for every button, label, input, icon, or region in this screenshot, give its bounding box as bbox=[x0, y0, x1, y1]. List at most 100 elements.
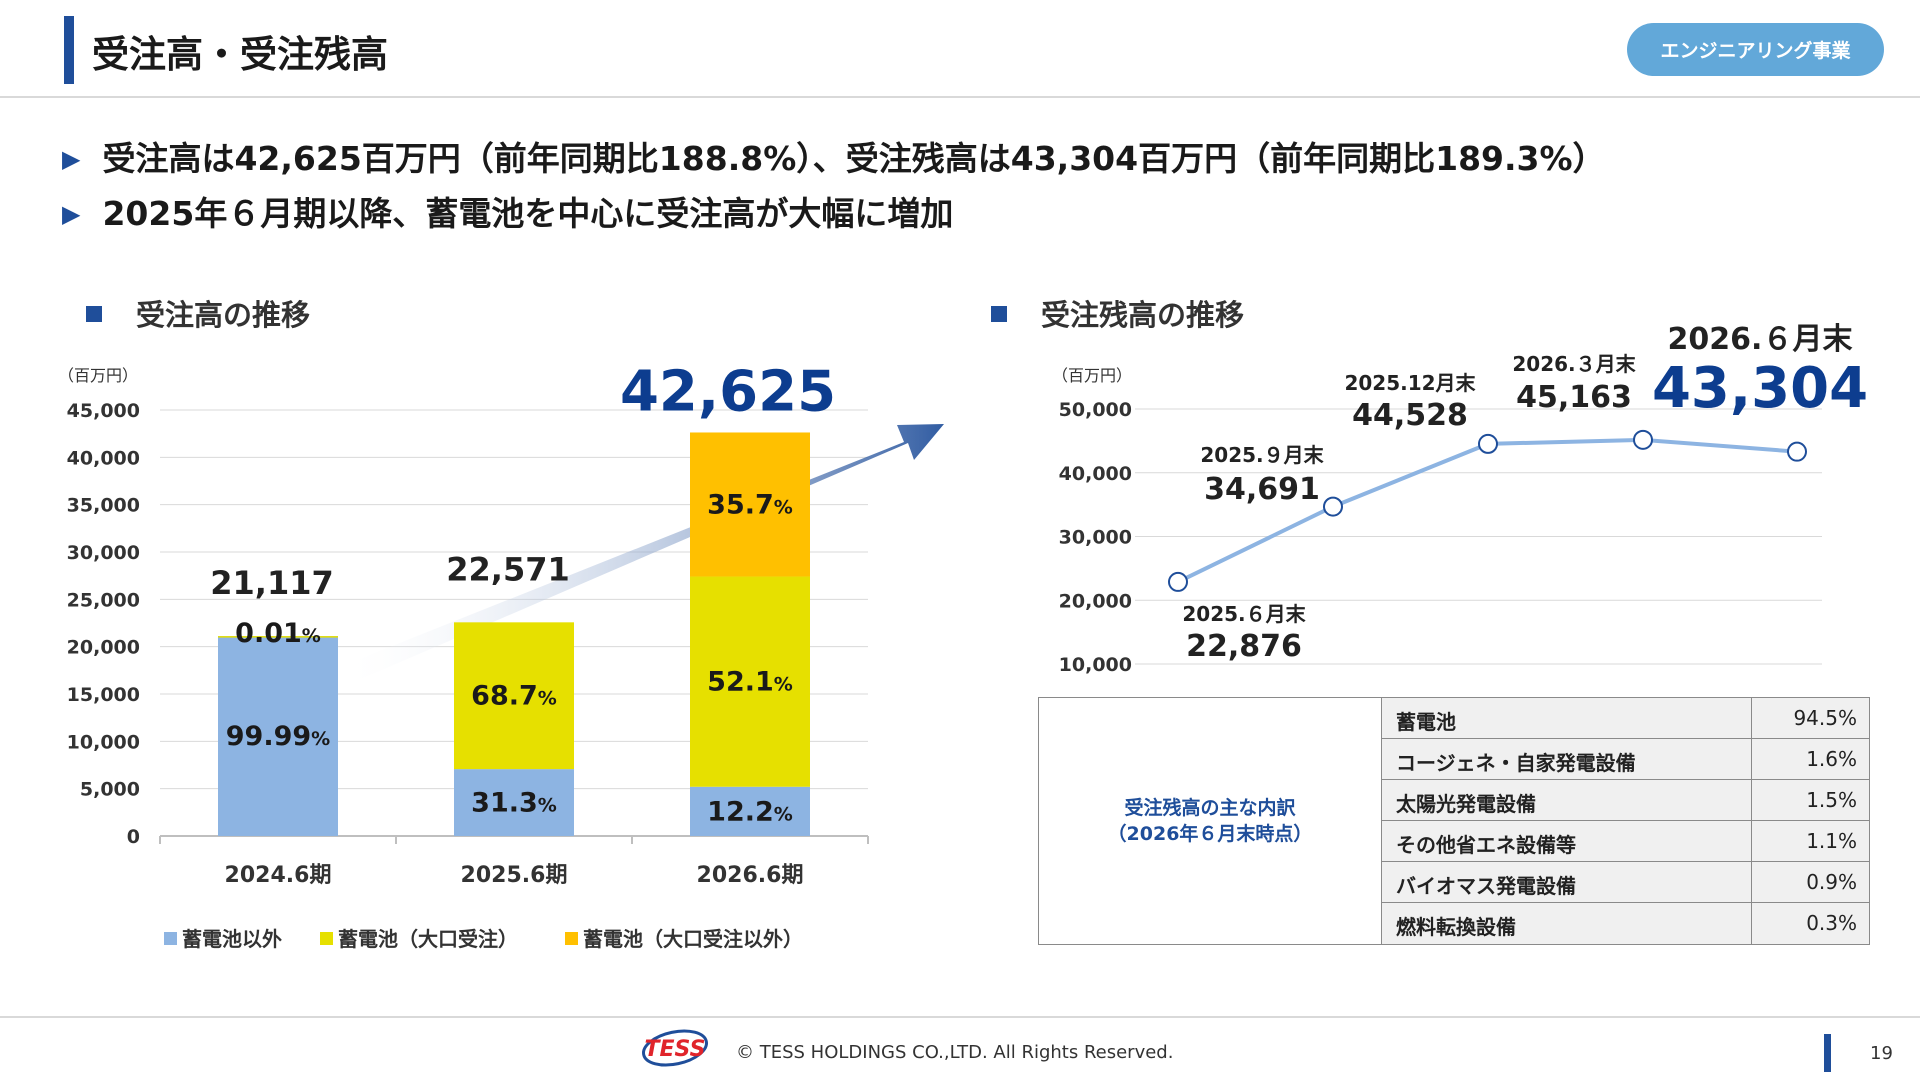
bar-segment bbox=[690, 786, 810, 836]
bar-total-label: 21,117 bbox=[210, 564, 333, 602]
footer-divider bbox=[0, 1016, 1920, 1018]
segment-percent-label: 68.7% bbox=[471, 681, 557, 712]
data-point-marker bbox=[1787, 441, 1807, 462]
segment-percent-label: 35.7% bbox=[707, 490, 793, 521]
breakdown-item-name: 蓄電池 bbox=[1396, 710, 1456, 734]
logo-text: TESS bbox=[645, 1037, 706, 1062]
breakdown-item-value: 1.1% bbox=[1806, 829, 1857, 853]
bar-segment bbox=[454, 769, 574, 836]
point-category-label: 2025.12月末 bbox=[1344, 371, 1476, 395]
segment-percent-label: 52.1% bbox=[707, 667, 793, 698]
point-value-label: 34,691 bbox=[1204, 472, 1320, 507]
cell-divider bbox=[1751, 862, 1752, 902]
y-tick-label: 25,000 bbox=[67, 589, 140, 611]
y-tick-label: 20,000 bbox=[67, 637, 140, 659]
y-tick-label: 20,000 bbox=[1059, 590, 1132, 612]
point-value-label: 44,528 bbox=[1352, 398, 1468, 433]
triangle-bullet-icon: ▶ bbox=[62, 200, 81, 228]
y-tick-label: 45,000 bbox=[67, 400, 140, 422]
y-tick-label: 30,000 bbox=[67, 542, 140, 564]
orders-chart-heading: 受注高の推移 bbox=[86, 292, 310, 334]
backlog-unit-label: （百万円） bbox=[1052, 366, 1132, 385]
legend-swatch bbox=[164, 932, 177, 945]
breakdown-row: その他省エネ設備等 1.1% bbox=[1382, 821, 1869, 862]
logo-ring-icon bbox=[642, 1029, 708, 1067]
orders-unit-label: （百万円） bbox=[58, 366, 138, 385]
summary-bullet-2: ▶ 2025年６月期以降、蓄電池を中心に受注高が大幅に増加 bbox=[62, 187, 953, 235]
breakdown-item-value: 94.5% bbox=[1793, 706, 1857, 730]
breakdown-item-name: 太陽光発電設備 bbox=[1396, 792, 1536, 816]
breakdown-row: コージェネ・自家発電設備 1.6% bbox=[1382, 739, 1869, 780]
breakdown-item-value: 0.3% bbox=[1806, 911, 1857, 935]
breakdown-label-cell: 受注残高の主な内訳 （2026年６月末時点） bbox=[1039, 698, 1382, 944]
page-marker-bar bbox=[1824, 1034, 1831, 1072]
data-point-marker bbox=[1633, 429, 1653, 450]
cell-divider bbox=[1751, 821, 1752, 861]
segment-percent-label: 99.99% bbox=[226, 721, 330, 752]
copyright-text: © TESS HOLDINGS CO.,LTD. All Rights Rese… bbox=[736, 1042, 1174, 1063]
breakdown-item-value: 1.6% bbox=[1806, 747, 1857, 771]
y-tick-label: 30,000 bbox=[1059, 527, 1132, 549]
cell-divider bbox=[1751, 780, 1752, 820]
y-tick-label: 10,000 bbox=[1059, 654, 1132, 676]
summary-bullet-1: ▶ 受注高は42,625百万円（前年同期比188.8%）、受注残高は43,304百… bbox=[62, 132, 1606, 180]
y-tick-label: 40,000 bbox=[1059, 463, 1132, 485]
breakdown-item-name: バイオマス発電設備 bbox=[1396, 874, 1576, 898]
breakdown-row: 燃料転換設備 0.3% bbox=[1382, 903, 1869, 944]
backlog-chart-title: 受注残高の推移 bbox=[1041, 298, 1245, 332]
point-category-label: 2025.６月末 bbox=[1182, 602, 1306, 626]
point-category-label: 2025.９月末 bbox=[1200, 443, 1324, 467]
point-category-label: 2026.３月末 bbox=[1512, 352, 1636, 376]
bar-segment bbox=[218, 636, 338, 836]
division-badge: エンジニアリング事業 bbox=[1627, 23, 1884, 76]
x-tick-label: 2024.6期 bbox=[225, 863, 332, 888]
x-tick-label: 2025.6期 bbox=[461, 863, 568, 888]
cell-divider bbox=[1751, 903, 1752, 944]
x-tick-label: 2026.6期 bbox=[697, 863, 804, 888]
page-title: 受注高・受注残高 bbox=[92, 33, 388, 76]
legend-swatch bbox=[320, 932, 333, 945]
breakdown-item-name: 燃料転換設備 bbox=[1396, 915, 1516, 939]
bar-segment bbox=[454, 622, 574, 770]
title-accent-bar bbox=[64, 16, 74, 84]
breakdown-label-line-1: 受注残高の主な内訳 bbox=[1124, 797, 1296, 819]
data-point-marker bbox=[1323, 496, 1343, 517]
point-value-label: 45,163 bbox=[1516, 380, 1632, 415]
breakdown-item-value: 1.5% bbox=[1806, 788, 1857, 812]
header-divider bbox=[0, 96, 1920, 98]
breakdown-label-line-2: （2026年６月末時点） bbox=[1107, 823, 1313, 845]
segment-percent-label: 0.01% bbox=[235, 618, 321, 649]
breakdown-item-name: コージェネ・自家発電設備 bbox=[1396, 751, 1636, 775]
breakdown-row: バイオマス発電設備 0.9% bbox=[1382, 862, 1869, 903]
legend-label: 蓄電池（大口受注以外） bbox=[583, 927, 803, 951]
data-point-marker bbox=[1168, 571, 1188, 592]
segment-percent-label: 12.2% bbox=[707, 796, 793, 827]
backlog-line-chart: （百万円） 10,000 20,000 30,000 40,000 50,000 2025… bbox=[1052, 322, 1868, 676]
y-tick-label: 40,000 bbox=[67, 447, 140, 469]
triangle-bullet-icon: ▶ bbox=[62, 145, 81, 173]
bar-segment bbox=[690, 432, 810, 577]
bar-total-label: 22,571 bbox=[446, 550, 569, 588]
point-category-label: 2026.６月末 bbox=[1668, 322, 1853, 357]
backlog-chart-heading: 受注残高の推移 bbox=[991, 292, 1244, 334]
point-value-label: 22,876 bbox=[1186, 629, 1302, 664]
cell-divider bbox=[1751, 739, 1752, 779]
square-bullet-icon bbox=[86, 306, 102, 322]
bullet-text: 2025年６月期以降、蓄電池を中心に受注高が大幅に増加 bbox=[102, 194, 954, 233]
y-tick-label: 35,000 bbox=[67, 495, 140, 517]
bar-segment bbox=[218, 636, 338, 638]
y-tick-label: 10,000 bbox=[67, 731, 140, 753]
breakdown-row: 蓄電池 94.5% bbox=[1382, 698, 1869, 739]
bar-total-label: 42,625 bbox=[620, 359, 836, 424]
page-number: 19 bbox=[1870, 1043, 1893, 1064]
cell-divider bbox=[1751, 698, 1752, 738]
orders-bar-chart: （百万円） 0 5,000 10,000 15,000 20,000 25,000 30,0… bbox=[58, 359, 944, 951]
data-point-marker bbox=[1478, 433, 1498, 454]
tess-logo: TESS bbox=[642, 1029, 708, 1067]
legend-swatch bbox=[565, 932, 578, 945]
bar-segment bbox=[690, 576, 810, 787]
charts-canvas: （百万円） 0 5,000 10,000 15,000 20,000 25,000 30,0… bbox=[58, 322, 1868, 951]
backlog-breakdown-table: 受注残高の主な内訳 （2026年６月末時点） 蓄電池 94.5% コージェネ・自家… bbox=[1038, 697, 1870, 945]
breakdown-item-value: 0.9% bbox=[1806, 870, 1857, 894]
bullet-text: 受注高は42,625百万円（前年同期比188.8%）、受注残高は43,304百万… bbox=[102, 139, 1606, 178]
